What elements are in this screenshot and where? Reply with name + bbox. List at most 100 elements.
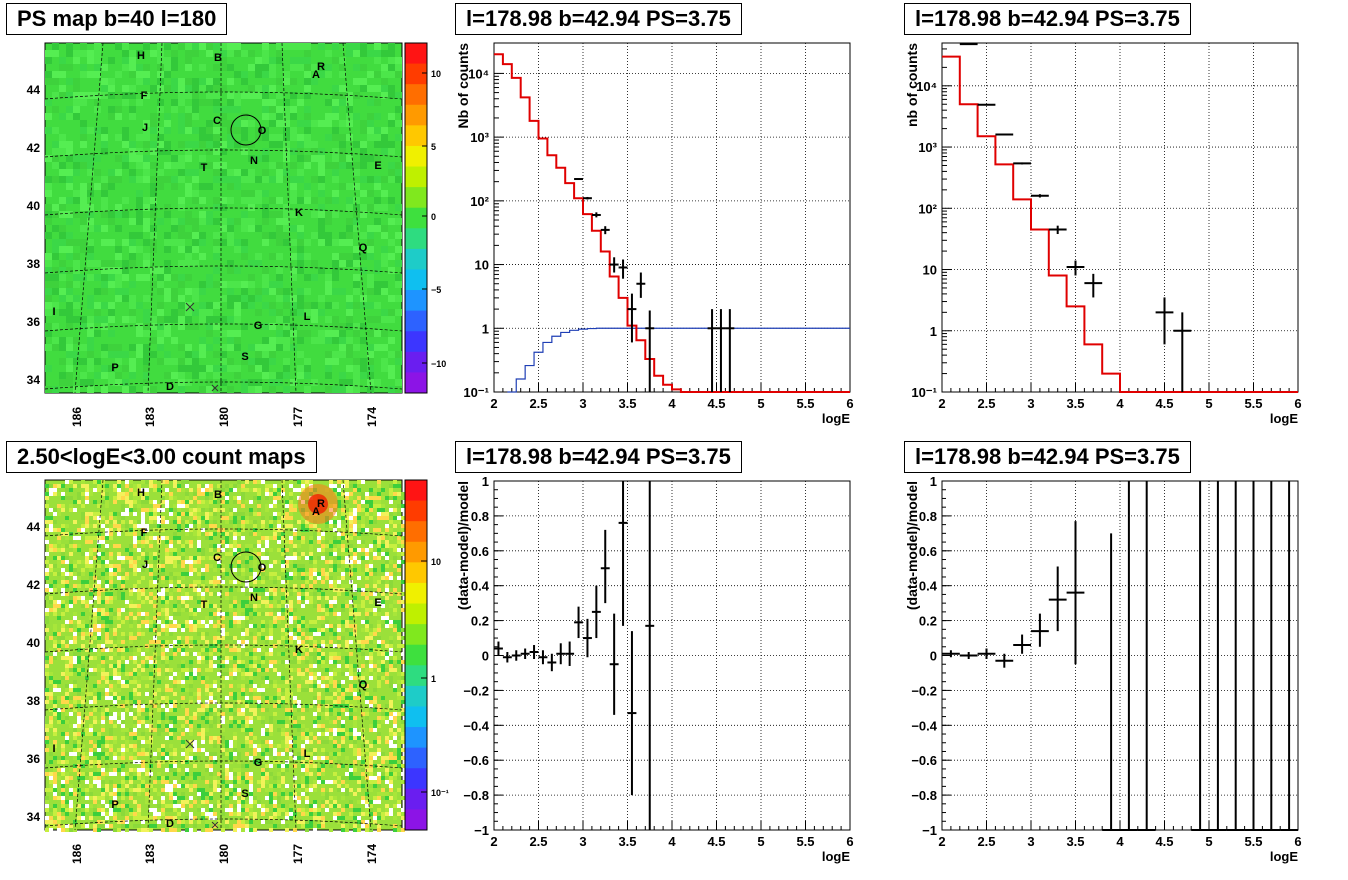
map-pixel (325, 274, 332, 281)
map-pixel (374, 218, 381, 225)
map-pixel (293, 556, 297, 560)
map-pixel (143, 141, 150, 148)
map-pixel (165, 540, 169, 544)
map-pixel (333, 660, 337, 664)
map-pixel (164, 141, 171, 148)
map-pixel (53, 696, 57, 700)
map-pixel (377, 716, 381, 720)
map-pixel (276, 309, 283, 316)
map-pixel (285, 584, 289, 588)
map-pixel (206, 281, 213, 288)
map-pixel (77, 560, 81, 564)
map-pixel (87, 302, 94, 309)
map-pixel (97, 592, 101, 596)
map-pixel (213, 624, 217, 628)
map-pixel (297, 708, 301, 712)
map-pixel (249, 756, 253, 760)
map-pixel (276, 295, 283, 302)
map-pixel (313, 628, 317, 632)
map-pixel (374, 330, 381, 337)
map-pixel (89, 552, 93, 556)
map-pixel (178, 155, 185, 162)
map-pixel (377, 732, 381, 736)
map-pixel (85, 496, 89, 500)
map-pixel (353, 508, 357, 512)
map-pixel (85, 552, 89, 556)
map-pixel (157, 680, 161, 684)
map-pixel (317, 556, 321, 560)
map-pixel (257, 648, 261, 652)
map-pixel (185, 480, 189, 484)
map-pixel (261, 552, 265, 556)
map-pixel (325, 684, 329, 688)
map-pixel (197, 696, 201, 700)
map-pixel (145, 728, 149, 732)
map-pixel (304, 197, 311, 204)
map-pixel (137, 592, 141, 596)
map-pixel (277, 684, 281, 688)
map-pixel (161, 564, 165, 568)
map-pixel (157, 672, 161, 676)
map-pixel (199, 134, 206, 141)
map-pixel (217, 644, 221, 648)
map-pixel (213, 365, 220, 372)
map-pixel (276, 141, 283, 148)
map-pixel (217, 620, 221, 624)
map-pixel (365, 572, 369, 576)
map-pixel (59, 57, 66, 64)
map-pixel (108, 176, 115, 183)
map-pixel (269, 596, 273, 600)
map-pixel (253, 496, 257, 500)
map-pixel (87, 323, 94, 330)
map-pixel (233, 508, 237, 512)
map-pixel (143, 169, 150, 176)
map-pixel (178, 169, 185, 176)
map-pixel (161, 752, 165, 756)
map-pixel (57, 504, 61, 508)
map-pixel (57, 680, 61, 684)
map-pixel (133, 732, 137, 736)
map-pixel (177, 664, 181, 668)
map-pixel (177, 624, 181, 628)
map-pixel (125, 708, 129, 712)
map-pixel (213, 148, 220, 155)
map-pixel (276, 134, 283, 141)
map-pixel (217, 508, 221, 512)
map-pixel (339, 351, 346, 358)
map-pixel (365, 500, 369, 504)
map-pixel (273, 532, 277, 536)
map-pixel (374, 85, 381, 92)
map-pixel (229, 512, 233, 516)
map-pixel (309, 732, 313, 736)
map-pixel (374, 57, 381, 64)
map-pixel (333, 684, 337, 688)
map-pixel (169, 616, 173, 620)
map-pixel (395, 134, 402, 141)
map-pixel (161, 572, 165, 576)
map-pixel (165, 492, 169, 496)
map-pixel (81, 504, 85, 508)
source-label: N (250, 155, 258, 167)
map-pixel (309, 572, 313, 576)
map-pixel (397, 756, 401, 760)
map-pixel (181, 660, 185, 664)
map-pixel (339, 141, 346, 148)
source-label: E (374, 160, 381, 172)
map-pixel (357, 668, 361, 672)
map-pixel (388, 148, 395, 155)
map-pixel (145, 540, 149, 544)
map-pixel (367, 246, 374, 253)
map-pixel (173, 576, 177, 580)
map-pixel (129, 512, 133, 516)
map-pixel (229, 604, 233, 608)
map-pixel (227, 267, 234, 274)
map-pixel (189, 756, 193, 760)
map-pixel (185, 640, 189, 644)
map-pixel (53, 652, 57, 656)
map-pixel (105, 564, 109, 568)
map-pixel (241, 288, 248, 295)
map-pixel (157, 536, 161, 540)
map-pixel (277, 488, 281, 492)
map-pixel (283, 169, 290, 176)
map-pixel (189, 748, 193, 752)
